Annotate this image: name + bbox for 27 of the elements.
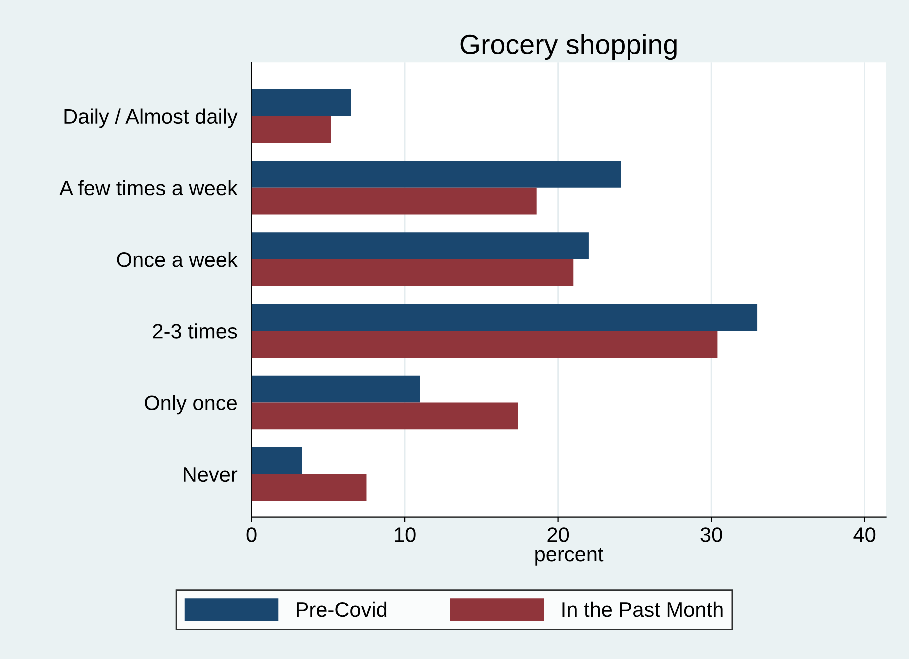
x-tick-label: 0 xyxy=(246,528,257,542)
y-tick-label: Once a week xyxy=(117,252,238,268)
bar xyxy=(252,89,352,116)
legend-label: In the Past Month xyxy=(562,602,723,618)
bar xyxy=(252,376,420,403)
x-axis-title: percent xyxy=(536,548,604,566)
bar xyxy=(252,232,589,260)
bar xyxy=(252,116,332,144)
y-tick-label: Only once xyxy=(145,395,237,415)
bar xyxy=(252,402,518,430)
chart-title: Grocery shopping xyxy=(460,34,677,60)
bar xyxy=(252,331,718,358)
bar xyxy=(252,161,622,188)
y-tick-label: Daily / Almost daily xyxy=(64,108,238,128)
bar xyxy=(252,447,302,474)
x-tick-label: 20 xyxy=(548,528,570,542)
x-tick-label: 10 xyxy=(395,528,416,542)
y-tick-label: 2-3 times xyxy=(153,324,238,339)
bar xyxy=(252,260,574,286)
bar xyxy=(252,474,367,502)
y-tick-label: A few times a week xyxy=(60,180,238,196)
y-tick-label: Never xyxy=(184,468,238,482)
x-tick-label: 30 xyxy=(700,528,722,542)
bar xyxy=(252,188,537,215)
bar xyxy=(252,304,758,332)
x-tick-label: 40 xyxy=(854,528,876,542)
legend-label: Pre-Covid xyxy=(297,602,387,618)
